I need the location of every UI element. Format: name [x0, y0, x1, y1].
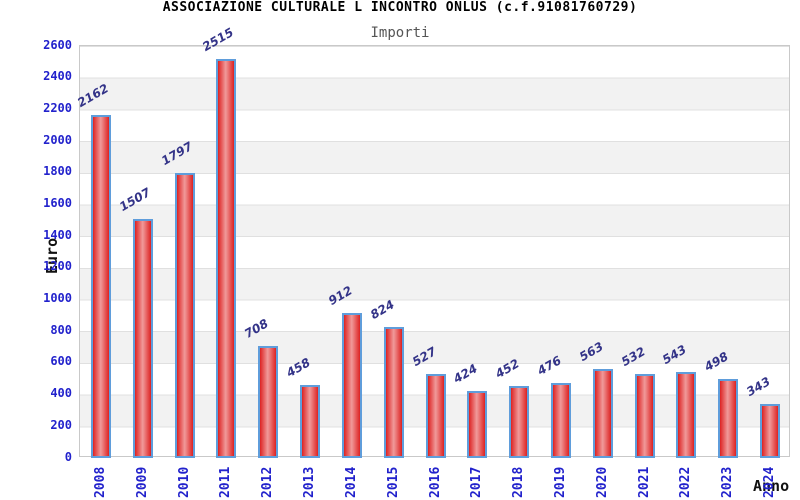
y-tick-label: 2400 — [43, 69, 72, 84]
bar — [718, 379, 739, 458]
x-tick-label: 2021 — [636, 466, 652, 498]
x-tick-label: 2013 — [302, 466, 318, 498]
x-tick-label: 2015 — [385, 466, 401, 498]
y-tick-label: 400 — [50, 386, 72, 401]
bar — [174, 173, 195, 458]
x-tick-label: 2009 — [134, 466, 150, 498]
x-tick-label: 2018 — [511, 466, 527, 498]
x-tick-label: 2012 — [260, 466, 276, 498]
x-tick-label: 2017 — [469, 466, 485, 498]
bar — [676, 371, 697, 458]
x-tick-label: 2024 — [762, 466, 778, 498]
y-tick-label: 800 — [50, 322, 72, 337]
bar — [425, 374, 446, 458]
y-tick-label: 1000 — [43, 291, 72, 306]
x-tick-label: 2008 — [92, 466, 108, 498]
bar — [592, 368, 613, 458]
y-tick-label: 600 — [50, 354, 72, 369]
y-tick-label: 0 — [64, 449, 72, 464]
bar — [132, 219, 153, 458]
x-tick-label: 2023 — [720, 466, 736, 498]
y-tick-label: 2600 — [43, 37, 72, 52]
bar — [341, 313, 362, 458]
x-tick-label: 2022 — [678, 466, 694, 498]
bar — [634, 373, 655, 458]
x-tick-label: 2016 — [427, 466, 443, 498]
y-tick-label: 1800 — [43, 164, 72, 179]
bar — [216, 59, 237, 458]
y-tick-label: 1400 — [43, 227, 72, 242]
bar — [258, 345, 279, 458]
bar — [509, 386, 530, 458]
bar — [90, 115, 111, 458]
bar — [383, 327, 404, 458]
chart-title: ASSOCIAZIONE CULTURALE L INCONTRO ONLUS … — [162, 0, 638, 15]
x-tick-label: 2014 — [343, 466, 359, 498]
x-axis-title: Anno — [753, 477, 790, 495]
y-tick-label: 200 — [50, 417, 72, 432]
y-tick-label: 1600 — [43, 195, 72, 210]
x-tick-label: 2019 — [552, 466, 568, 498]
chart-subtitle: Importi — [370, 25, 430, 41]
bar — [467, 390, 488, 458]
x-tick-label: 2020 — [594, 466, 610, 498]
bar — [550, 382, 571, 458]
bar — [300, 385, 321, 458]
y-tick-label: 1200 — [43, 259, 72, 274]
plot-area — [79, 45, 790, 458]
x-tick-label: 2011 — [218, 466, 234, 498]
y-tick-label: 2000 — [43, 132, 72, 147]
x-tick-label: 2010 — [176, 466, 192, 498]
y-tick-label: 2200 — [43, 100, 72, 115]
bar — [760, 403, 781, 458]
